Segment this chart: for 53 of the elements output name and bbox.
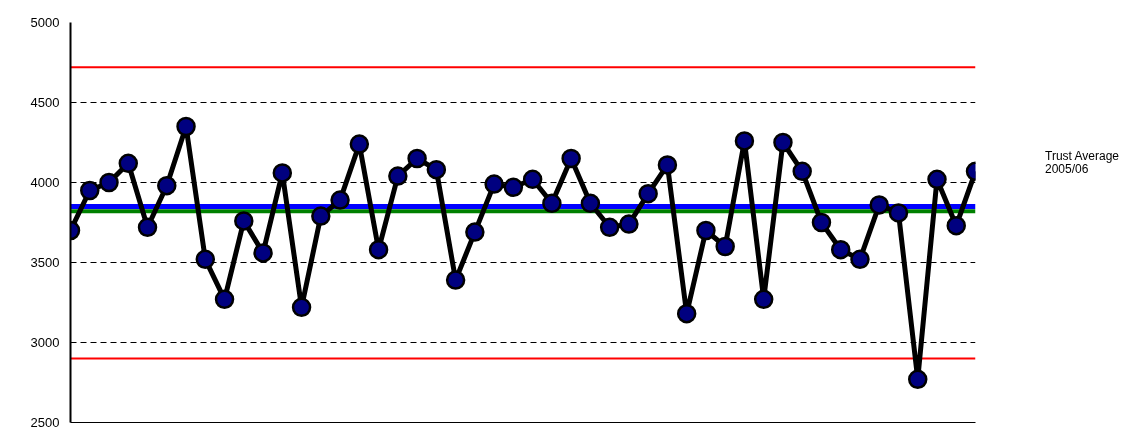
point — [445, 270, 466, 290]
point — [311, 206, 331, 226]
y-tick-label: 5000 — [30, 15, 60, 30]
point — [118, 153, 139, 174]
point — [368, 239, 389, 260]
point — [676, 303, 697, 324]
point — [715, 236, 735, 257]
point — [850, 249, 870, 270]
point — [753, 289, 774, 310]
point — [869, 195, 889, 215]
point — [542, 193, 562, 214]
point — [388, 166, 408, 186]
point — [426, 159, 447, 180]
point — [773, 132, 793, 153]
point — [638, 183, 658, 204]
y-tick-label: 4000 — [30, 175, 60, 190]
point — [176, 116, 196, 137]
point — [580, 193, 601, 214]
point — [811, 212, 832, 233]
point — [484, 174, 504, 194]
point — [234, 211, 254, 231]
point — [907, 369, 928, 390]
y-tick-label: 2500 — [30, 415, 60, 430]
point — [830, 239, 851, 260]
point — [349, 134, 370, 154]
point — [291, 297, 312, 318]
point — [657, 155, 678, 175]
text: Trust Average 2005/06 — [1045, 149, 1121, 176]
point — [946, 215, 966, 236]
point — [157, 175, 177, 196]
point — [599, 217, 620, 238]
point — [214, 289, 235, 310]
point — [195, 249, 216, 270]
point — [330, 190, 350, 210]
point — [99, 172, 119, 193]
point — [696, 220, 716, 241]
point — [407, 148, 427, 169]
point — [272, 163, 293, 183]
point — [80, 180, 100, 201]
point — [792, 161, 812, 182]
point — [522, 169, 543, 190]
y-tick-label: 3500 — [30, 255, 60, 270]
point — [137, 217, 158, 238]
point — [465, 222, 485, 242]
point — [619, 214, 639, 234]
point — [927, 169, 947, 190]
y-tick-label: 4500 — [30, 95, 60, 110]
point — [561, 148, 581, 169]
point — [888, 203, 909, 223]
point — [503, 177, 524, 198]
y-tick-label: 3000 — [30, 335, 60, 350]
point — [734, 131, 755, 151]
point — [253, 243, 273, 263]
